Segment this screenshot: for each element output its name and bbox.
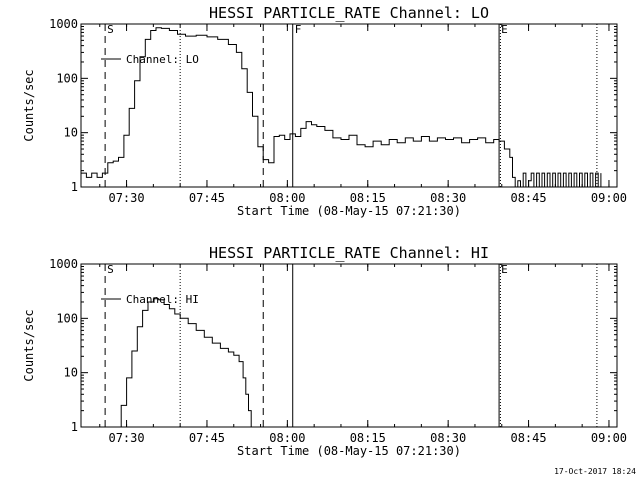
x-tick-label: 07:45 bbox=[189, 431, 225, 445]
x-tick-label: 07:30 bbox=[108, 431, 144, 445]
y-tick-label: 10 bbox=[64, 126, 78, 140]
x-tick-label: 08:45 bbox=[510, 431, 546, 445]
y-axis-label: Counts/sec bbox=[22, 69, 36, 141]
y-tick-label: 1 bbox=[71, 420, 78, 434]
y-tick-label: 100 bbox=[56, 71, 78, 85]
chart-title: HESSI PARTICLE_RATE Channel: HI bbox=[209, 244, 489, 262]
x-tick-label: 09:00 bbox=[591, 191, 627, 205]
y-tick-label: 1 bbox=[71, 180, 78, 194]
x-tick-label: 08:00 bbox=[269, 431, 305, 445]
x-tick-label: 08:15 bbox=[350, 431, 386, 445]
event-marker-label: E bbox=[501, 263, 508, 276]
series-line-1 bbox=[115, 298, 252, 427]
y-axis-label: Counts/sec bbox=[22, 309, 36, 381]
series-line-1 bbox=[81, 27, 602, 187]
x-tick-label: 08:30 bbox=[430, 431, 466, 445]
y-tick-label: 100 bbox=[56, 311, 78, 325]
footer-timestamp: 17-Oct-2017 18:24 bbox=[554, 467, 636, 476]
x-tick-label: 07:45 bbox=[189, 191, 225, 205]
event-marker-label: F bbox=[295, 23, 302, 36]
x-tick-label: 08:00 bbox=[269, 191, 305, 205]
y-tick-label: 10 bbox=[64, 366, 78, 380]
event-marker-label: E bbox=[501, 23, 508, 36]
event-marker-label: S bbox=[107, 23, 114, 36]
x-tick-label: 08:30 bbox=[430, 191, 466, 205]
chart-title: HESSI PARTICLE_RATE Channel: LO bbox=[209, 4, 489, 22]
plot-frame bbox=[80, 263, 618, 428]
y-tick-label: 1000 bbox=[49, 17, 78, 31]
chart-panel-1: HESSI PARTICLE_RATE Channel: LO 07:30 07:4… bbox=[22, 4, 627, 218]
chart-panel-2: HESSI PARTICLE_RATE Channel: HI 07:30 07:4… bbox=[22, 244, 627, 458]
x-axis-label: Start Time (08-May-15 07:21:30) bbox=[237, 204, 461, 218]
x-tick-label: 07:30 bbox=[108, 191, 144, 205]
x-tick-label: 08:15 bbox=[350, 191, 386, 205]
legend-label: Channel: LO bbox=[126, 53, 199, 66]
x-axis-label: Start Time (08-May-15 07:21:30) bbox=[237, 444, 461, 458]
plot-frame bbox=[80, 23, 618, 188]
y-tick-label: 1000 bbox=[49, 257, 78, 271]
x-tick-label: 09:00 bbox=[591, 431, 627, 445]
x-tick-label: 08:45 bbox=[510, 191, 546, 205]
event-marker-label: S bbox=[107, 263, 114, 276]
